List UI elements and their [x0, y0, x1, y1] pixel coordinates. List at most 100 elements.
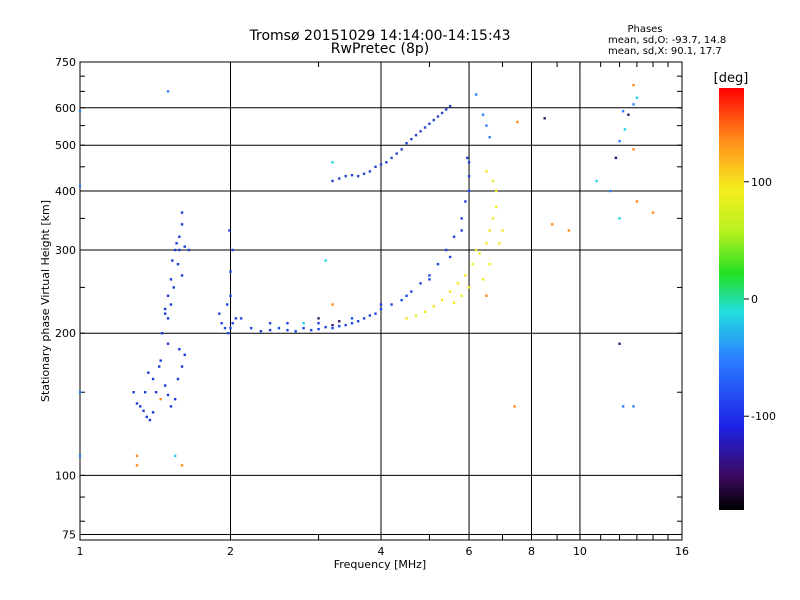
data-point — [635, 96, 639, 99]
data-point — [609, 189, 612, 193]
data-point — [379, 303, 383, 306]
data-point — [180, 211, 184, 214]
data-point — [651, 211, 655, 214]
data-point — [428, 278, 431, 281]
data-point — [444, 108, 448, 111]
data-point — [452, 235, 456, 238]
data-point — [173, 397, 177, 401]
data-point — [229, 270, 232, 273]
data-point — [595, 179, 598, 183]
data-point — [145, 415, 148, 419]
data-point — [350, 321, 354, 325]
y-tick-label: 200 — [55, 327, 76, 340]
data-point — [478, 252, 481, 255]
data-point — [513, 405, 516, 408]
data-point — [491, 217, 495, 220]
data-point — [400, 148, 403, 151]
data-point — [78, 184, 82, 188]
data-point — [227, 332, 230, 335]
data-point — [231, 248, 234, 252]
data-point — [331, 179, 334, 183]
data-point — [350, 317, 354, 320]
data-point — [466, 156, 469, 160]
data-point — [543, 117, 546, 120]
data-point — [176, 377, 180, 381]
x-axis-label: Frequency [MHz] — [334, 558, 426, 571]
data-point — [226, 303, 229, 306]
data-point — [180, 274, 184, 277]
colorbar-label: [deg] — [714, 71, 749, 86]
data-point — [302, 326, 305, 330]
data-point — [147, 371, 150, 374]
data-point — [488, 135, 491, 139]
data-point — [467, 189, 471, 193]
data-point — [440, 111, 444, 115]
data-point — [187, 248, 190, 252]
data-point — [344, 174, 347, 178]
data-point — [176, 262, 180, 266]
data-point — [163, 312, 167, 315]
data-point — [135, 454, 139, 458]
data-points — [78, 83, 655, 467]
data-point — [498, 242, 501, 245]
data-point — [452, 301, 456, 304]
data-point — [550, 223, 554, 226]
chart-subtitle: RwPretec (8p) — [331, 41, 429, 57]
data-point — [139, 405, 142, 408]
data-point — [488, 229, 491, 232]
data-point — [362, 172, 366, 175]
y-tick-label: 600 — [55, 102, 76, 115]
data-point — [460, 294, 463, 297]
data-point — [350, 173, 354, 177]
data-point — [223, 326, 227, 330]
data-point — [135, 402, 139, 405]
data-point — [432, 305, 435, 308]
data-point — [436, 262, 440, 266]
data-point — [173, 248, 177, 252]
data-point — [344, 323, 347, 327]
data-point — [166, 90, 170, 93]
data-point — [414, 314, 418, 317]
data-point — [277, 326, 281, 330]
data-point — [317, 327, 320, 331]
data-point — [166, 393, 170, 397]
data-point — [172, 286, 175, 289]
data-point — [440, 298, 444, 302]
data-point — [220, 321, 223, 325]
data-point — [632, 405, 635, 408]
data-point — [464, 274, 467, 277]
data-point — [169, 303, 173, 306]
x-tick-label: 8 — [528, 545, 535, 558]
data-point — [218, 312, 221, 315]
data-point — [324, 325, 327, 329]
data-point — [460, 217, 463, 220]
data-point — [448, 104, 452, 108]
data-point — [614, 156, 618, 160]
colorbar-tick-label: 0 — [751, 293, 758, 306]
data-point — [471, 262, 474, 266]
data-point — [234, 317, 238, 320]
data-point — [464, 200, 467, 203]
data-point — [309, 328, 313, 332]
data-point — [78, 110, 82, 113]
data-point — [632, 148, 635, 151]
data-point — [495, 205, 498, 209]
phase-box-line-x: mean, sd,X: 90.1, 17.7 — [608, 46, 722, 57]
data-point — [410, 290, 413, 293]
data-point — [249, 326, 253, 330]
y-tick-label: 500 — [55, 139, 76, 152]
data-point — [180, 365, 184, 368]
grid-lines — [80, 61, 682, 540]
data-point — [405, 317, 408, 320]
data-point — [229, 294, 232, 297]
data-point — [338, 320, 341, 323]
data-point — [632, 103, 635, 106]
x-tick-label: 4 — [378, 545, 385, 558]
data-point — [474, 248, 478, 252]
data-point — [171, 259, 174, 262]
x-tick-label: 10 — [573, 545, 587, 558]
data-point — [405, 294, 408, 297]
data-point — [178, 347, 181, 351]
data-point — [467, 174, 471, 178]
